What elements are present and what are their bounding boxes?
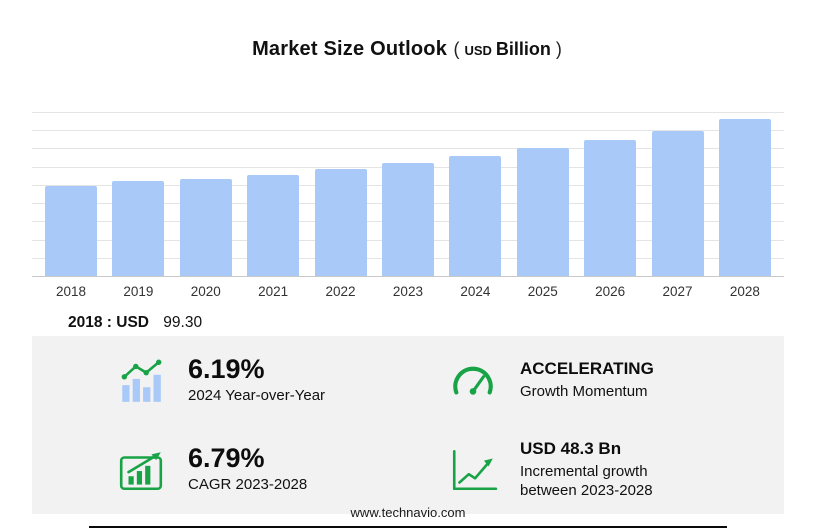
- stats-panel: 6.19% 2024 Year-over-Year ACCELERATING G…: [32, 336, 784, 514]
- bar-2019: [112, 181, 165, 276]
- grid-line: [32, 130, 784, 132]
- x-axis-label-2023: 2023: [392, 284, 423, 299]
- bars: [32, 112, 784, 276]
- x-axis-label-2026: 2026: [595, 284, 626, 299]
- x-axis-label-2028: 2028: [729, 284, 760, 299]
- title-open-paren: (: [453, 39, 460, 59]
- bar-2024: [449, 155, 502, 276]
- title-unit: Billion: [495, 39, 551, 59]
- x-axis-label-2018: 2018: [55, 284, 87, 299]
- footer-url: www.technavio.com: [350, 505, 466, 520]
- bar-2021: [247, 174, 300, 276]
- x-axis-label-2020: 2020: [190, 284, 221, 299]
- title-close-paren: ): [555, 39, 562, 59]
- bar-2022: [314, 169, 367, 276]
- incremental-label-line1: Incremental growth: [520, 462, 648, 480]
- bar-2028: [718, 118, 771, 276]
- title-currency: USD: [464, 43, 492, 58]
- base-year-annotation: 2018 : USD 99.30: [68, 314, 202, 332]
- bar-2026: [584, 139, 637, 276]
- x-axis-label-2019: 2019: [123, 284, 154, 299]
- stat-momentum: ACCELERATING Growth Momentum: [408, 336, 784, 425]
- x-axis-label-2027: 2027: [662, 284, 693, 299]
- bar-2020: [179, 179, 232, 276]
- bar-2018: [45, 185, 97, 276]
- bar-chart-growth-icon: [116, 358, 166, 404]
- bar-2027: [651, 130, 704, 276]
- cagr-value: 6.79%: [188, 442, 265, 473]
- x-axis-label-2024: 2024: [460, 284, 491, 299]
- x-axis-label-2022: 2022: [325, 284, 356, 299]
- x-axis-label-2021: 2021: [258, 284, 289, 299]
- bottom-edge-divider: [89, 526, 727, 528]
- bar-chart: [32, 112, 784, 277]
- bar-2025: [516, 148, 569, 276]
- yoy-value: 6.19%: [188, 353, 265, 384]
- momentum-value: ACCELERATING: [520, 358, 654, 378]
- bar-2023: [381, 162, 434, 276]
- x-axis-labels: 2018 2019 2020 2021 2022 2023 2024 2025 2026 2027…: [32, 284, 784, 299]
- base-year-value: 99.30: [163, 314, 203, 331]
- title-main: Market Size Outlook: [252, 38, 448, 60]
- base-year-label: 2018 : USD: [68, 314, 149, 331]
- chart-box-arrow-icon: [116, 447, 166, 493]
- cagr-label: CAGR 2023-2028: [188, 476, 308, 494]
- grid-line: [32, 148, 784, 150]
- incremental-label-line2: between 2023-2028: [520, 481, 653, 499]
- stat-yoy: 6.19% 2024 Year-over-Year: [32, 336, 408, 425]
- speedometer-icon: [448, 358, 498, 404]
- line-chart-arrow-icon: [448, 447, 498, 493]
- stat-cagr: 6.79% CAGR 2023-2028: [32, 425, 408, 514]
- incremental-value: USD 48.3 Bn: [520, 438, 622, 458]
- yoy-label: 2024 Year-over-Year: [188, 387, 326, 405]
- grid-line: [32, 112, 784, 113]
- page-title: Market Size Outlook ( USD Billion): [0, 38, 816, 61]
- x-axis-label-2025: 2025: [527, 284, 558, 299]
- stat-incremental: USD 48.3 Bn Incremental growth between 2…: [408, 425, 784, 514]
- momentum-label: Growth Momentum: [520, 383, 648, 401]
